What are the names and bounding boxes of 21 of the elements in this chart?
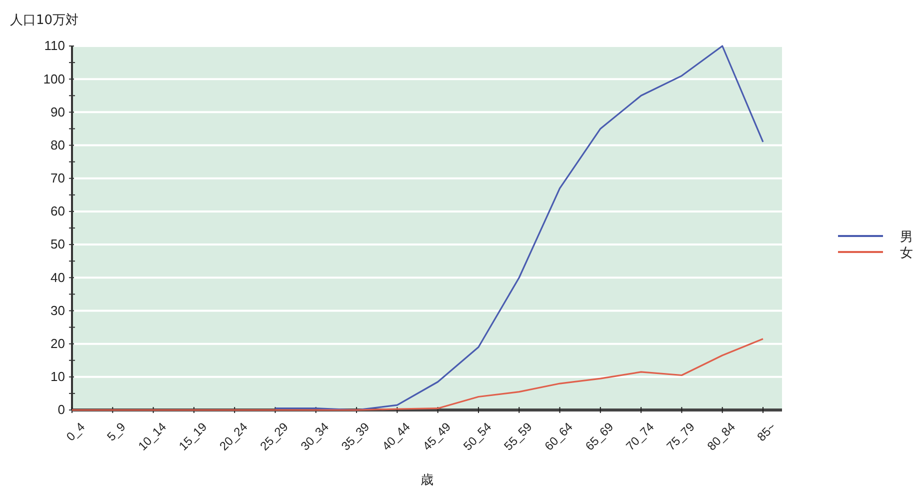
x-tick-label: 5_9 xyxy=(104,419,128,444)
y-axis-title: 人口10万対 xyxy=(10,12,79,28)
y-tick-label: 60 xyxy=(50,204,65,219)
y-tick-label: 50 xyxy=(50,236,65,252)
legend-label: 女 xyxy=(900,246,913,261)
y-tick-label: 20 xyxy=(50,336,65,351)
y-tick-label: 10 xyxy=(50,369,65,384)
line-series xyxy=(71,338,764,411)
y-tick-label: 100 xyxy=(43,71,65,86)
y-tick-label: 90 xyxy=(50,104,65,120)
y-tick-label: 0 xyxy=(58,402,65,418)
x-tick-label: 85~ xyxy=(754,420,779,444)
y-tick-label: 70 xyxy=(50,170,65,186)
y-tick-label: 30 xyxy=(50,302,65,318)
y-tick-label: 80 xyxy=(50,137,65,152)
y-tick-label: 110 xyxy=(44,38,65,54)
x-axis-title: 歳 xyxy=(420,473,434,488)
y-tick-label: 40 xyxy=(50,270,65,285)
line-series xyxy=(274,45,764,411)
x-tick-label: 0_4 xyxy=(64,419,88,444)
legend-label: 男 xyxy=(900,230,913,245)
